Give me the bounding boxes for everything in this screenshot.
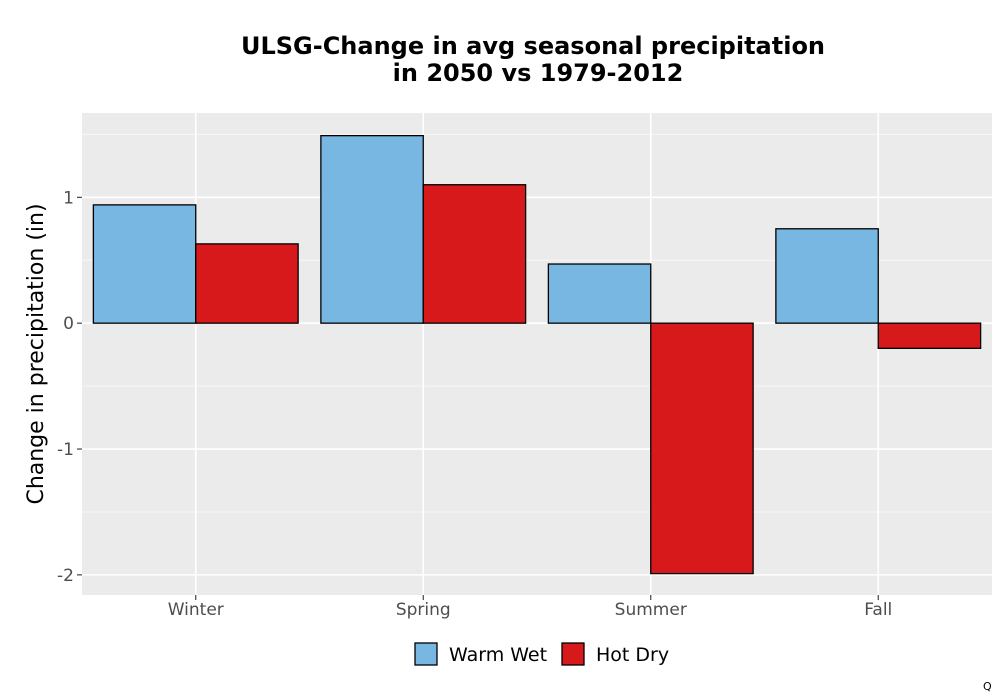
legend: Warm Wet Hot Dry <box>414 642 669 666</box>
legend-key <box>414 642 438 666</box>
bar <box>650 322 754 575</box>
chart-title-line-2: in 2050 vs 1979-2012 <box>393 59 684 87</box>
bar <box>92 204 197 324</box>
y-axis-title: Change in precipitation (in) <box>24 203 49 504</box>
x-tick-label: Winter <box>168 600 224 620</box>
legend-key <box>561 642 585 666</box>
bar <box>195 243 299 324</box>
chart-title-line-1: ULSG-Change in avg seasonal precipitatio… <box>241 32 825 60</box>
y-tick-label: -2 <box>57 566 74 586</box>
bars <box>92 135 982 575</box>
x-tick-label: Fall <box>864 600 892 620</box>
y-tick-label: -1 <box>57 440 74 460</box>
y-tick-label: 1 <box>63 188 74 208</box>
bar <box>422 184 527 324</box>
bar <box>547 263 652 324</box>
bar <box>775 228 879 324</box>
axes: -2 -1 0 1 Winter Spring Summer Fall <box>57 188 892 620</box>
legend-label: Hot Dry <box>596 644 669 666</box>
x-tick-label: Spring <box>396 600 451 620</box>
bar <box>877 322 982 349</box>
y-tick-label: 0 <box>63 314 74 334</box>
legend-label: Warm Wet <box>449 644 547 666</box>
corner-mark: Q <box>983 680 992 693</box>
bar <box>320 135 424 324</box>
x-tick-label: Summer <box>615 600 687 620</box>
plot-panel <box>82 113 992 595</box>
